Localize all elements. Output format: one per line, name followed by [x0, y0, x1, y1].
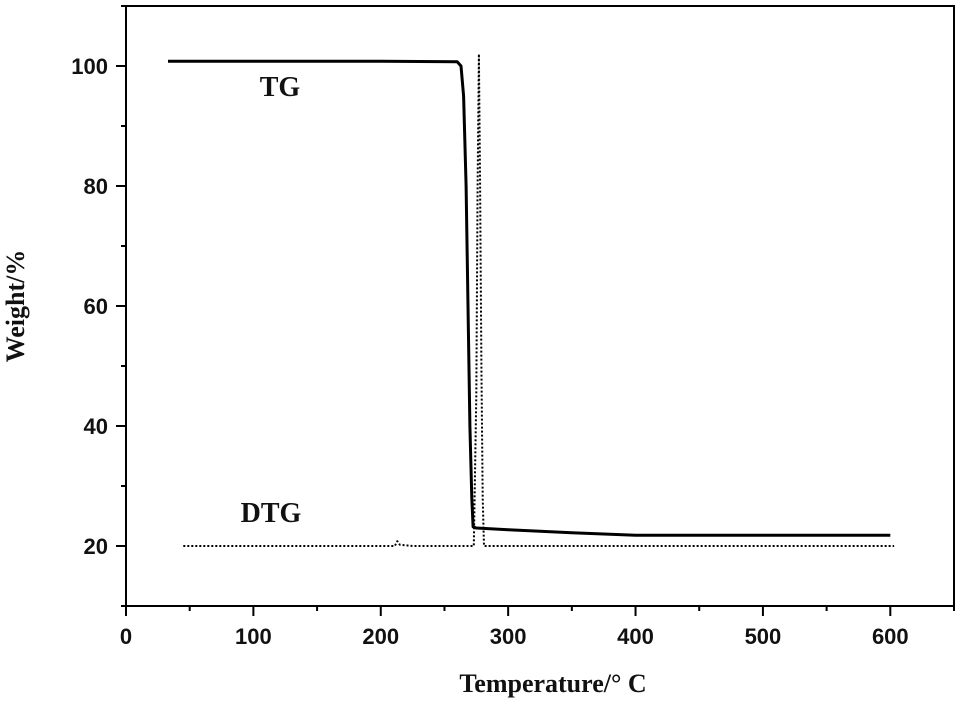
- x-tick-label: 400: [617, 624, 654, 649]
- y-axis-title: Weight/%: [1, 250, 30, 363]
- x-axis-title: Temperature/° C: [459, 669, 646, 698]
- x-axis-ticks: 0 100 200 300 400 500 600: [120, 606, 955, 649]
- series-line-dtg: [183, 53, 895, 547]
- y-tick-label: 60: [84, 294, 108, 319]
- y-tick-label: 20: [84, 534, 108, 559]
- x-tick-label: 200: [362, 624, 399, 649]
- series-line-tg: [168, 59, 891, 537]
- x-tick-label: 0: [120, 624, 132, 649]
- y-tick-label: 80: [84, 174, 108, 199]
- x-tick-label: 600: [872, 624, 909, 649]
- y-tick-label: 40: [84, 414, 108, 439]
- curve-label-tg: TG: [260, 72, 301, 103]
- x-tick-label: 100: [235, 624, 272, 649]
- annotation-layer: TG DTG: [241, 72, 302, 529]
- series-layer: [168, 53, 895, 547]
- x-tick-label: 500: [745, 624, 782, 649]
- y-tick-label: 100: [71, 54, 108, 79]
- y-axis-ticks: 20 40 60 80 100: [71, 5, 126, 607]
- x-tick-label: 300: [490, 624, 527, 649]
- curve-label-dtg: DTG: [241, 498, 302, 529]
